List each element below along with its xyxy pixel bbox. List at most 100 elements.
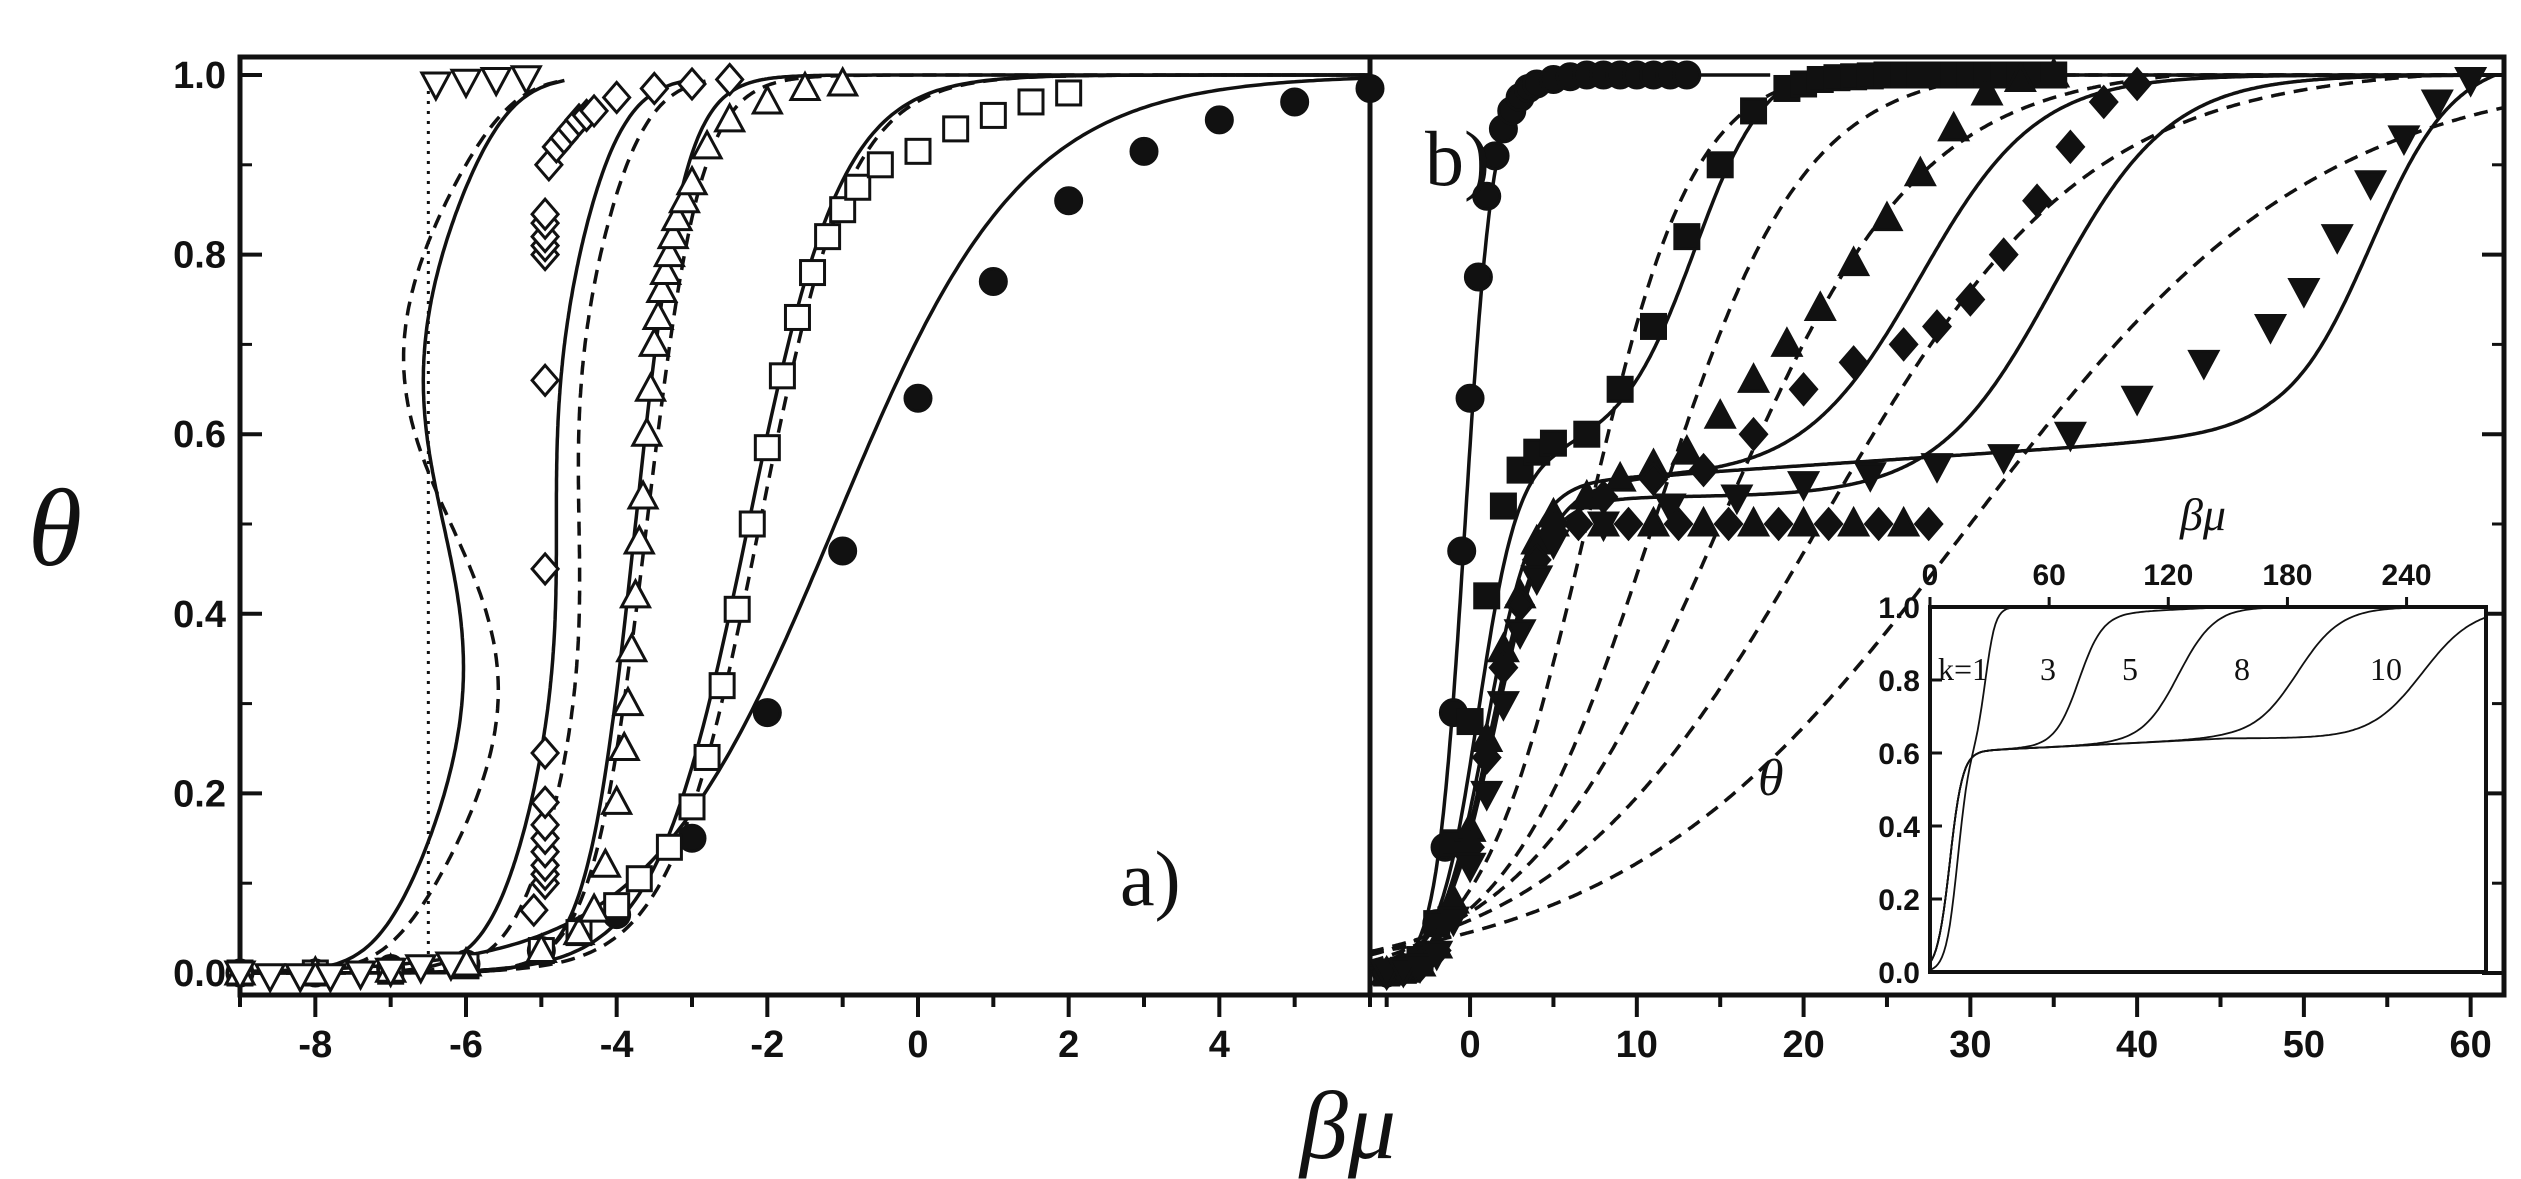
marker-half-coverage xyxy=(1813,506,1844,542)
marker-open-triangle-up xyxy=(622,523,656,555)
marker-open-triangle-down xyxy=(509,65,543,96)
marker-filled-diamond xyxy=(2088,84,2119,120)
y-tick-label: 0.0 xyxy=(173,953,226,995)
marker-filled-triangle-up xyxy=(1703,398,1737,429)
marker-open-triangle-up xyxy=(588,847,622,878)
marker-half-coverage xyxy=(1913,506,1944,542)
x-axis-title: βμ xyxy=(1298,1072,1396,1179)
marker-half-coverage xyxy=(1763,506,1794,542)
marker-open-triangle-up xyxy=(645,272,679,304)
x-tick-label: -6 xyxy=(449,1024,483,1066)
marker-open-triangle-up xyxy=(626,478,660,510)
marker-filled-triangle-down xyxy=(1436,906,1470,938)
marker-open-square xyxy=(738,510,766,538)
marker-filled-triangle-down xyxy=(2287,278,2321,309)
marker-open-square xyxy=(625,865,653,893)
marker-open-triangle-up xyxy=(524,932,558,964)
marker-half-coverage xyxy=(1787,505,1821,537)
inset-y-tick-label: 0.2 xyxy=(1878,884,1920,917)
marker-open-triangle-up xyxy=(577,891,611,923)
marker-open-triangle-up xyxy=(660,200,694,232)
marker-filled-triangle-down xyxy=(1720,484,1754,516)
fit-curve-triangles-dashed xyxy=(240,73,1370,975)
marker-open-square xyxy=(603,892,631,920)
marker-open-square xyxy=(655,833,683,861)
panel-b-frame xyxy=(1367,54,2507,998)
marker-open-triangle-up xyxy=(634,371,668,402)
panel-a-markers xyxy=(223,62,1385,994)
marker-open-triangle-down xyxy=(449,68,483,100)
marker-open-diamond xyxy=(530,363,561,398)
panel-b: 0 10 20 30 40 50 60 b) xyxy=(1367,54,2507,1066)
marker-filled-circle xyxy=(1463,262,1493,292)
marker-filled-circle xyxy=(1480,141,1510,171)
x-tick-label: -2 xyxy=(750,1024,784,1066)
inset-y-tick-label: 1.0 xyxy=(1878,592,1920,625)
marker-filled-diamond xyxy=(1471,740,1502,775)
marker-open-square xyxy=(753,434,781,462)
marker-open-triangle-down xyxy=(223,960,257,992)
y-tick-label: 0.6 xyxy=(173,414,226,456)
marker-filled-circle xyxy=(1455,383,1485,413)
marker-filled-triangle-up xyxy=(1837,245,1871,277)
marker-filled-diamond xyxy=(1688,452,1719,488)
inset-x-tick-label: 180 xyxy=(2262,559,2312,592)
marker-filled-diamond xyxy=(2055,129,2086,165)
marker-filled-square xyxy=(1456,708,1484,736)
marker-open-square xyxy=(942,115,970,143)
marker-filled-triangle-down xyxy=(1403,953,1437,984)
inset-y-tick-label: 0.8 xyxy=(1878,665,1920,698)
marker-open-triangle-up xyxy=(750,83,784,115)
fit-curve-squares xyxy=(240,73,1370,975)
y-tick-label: 0.2 xyxy=(173,773,226,815)
marker-filled-circle xyxy=(1204,105,1234,135)
marker-open-triangle-up xyxy=(675,164,709,196)
marker-open-diamond xyxy=(518,892,549,928)
marker-half-coverage xyxy=(1713,506,1744,542)
marker-filled-triangle-down xyxy=(1920,453,1954,484)
x-tick-label: 4 xyxy=(1209,1024,1230,1066)
inset-x-tick-label: 0 xyxy=(1922,559,1939,592)
x-tick-label: -4 xyxy=(600,1024,634,1066)
y-axis-title: θ xyxy=(28,467,82,589)
marker-open-triangle-up xyxy=(618,577,653,609)
marker-filled-circle xyxy=(1672,60,1702,90)
marker-filled-triangle-down xyxy=(2120,385,2154,417)
marker-open-square xyxy=(678,793,706,821)
marker-filled-square xyxy=(1539,429,1567,457)
inset-curve-label: 5 xyxy=(2122,651,2138,687)
marker-filled-triangle-down xyxy=(2320,224,2354,255)
marker-open-triangle-up xyxy=(611,685,645,717)
marker-filled-triangle-down xyxy=(2454,66,2488,98)
marker-open-triangle-up xyxy=(649,254,683,286)
panel-a: 0.0 0.2 0.4 0.6 0.8 1.0 -8 -6 -4 -2 0 2 4 a) xyxy=(173,54,1385,1066)
marker-filled-triangle-up xyxy=(2037,56,2071,88)
marker-filled-diamond xyxy=(1955,282,1986,317)
marker-open-triangle-down xyxy=(253,963,287,994)
marker-filled-triangle-up xyxy=(1603,460,1637,492)
marker-open-triangle-down xyxy=(419,71,453,103)
marker-open-square xyxy=(1055,79,1083,107)
marker-filled-triangle-down xyxy=(2187,349,2221,381)
marker-open-triangle-up xyxy=(713,101,747,133)
marker-open-square xyxy=(904,137,932,165)
marker-open-triangle-down xyxy=(434,951,468,983)
marker-half-coverage xyxy=(1536,505,1570,537)
marker-half-coverage xyxy=(1563,506,1594,542)
y-tick-label: 1.0 xyxy=(173,55,226,97)
panel-a-fit-curves xyxy=(239,73,1371,975)
marker-open-triangle-down xyxy=(374,957,408,989)
marker-filled-triangle-down xyxy=(2387,125,2421,157)
marker-filled-triangle-down xyxy=(1453,852,1487,884)
marker-open-square xyxy=(693,743,721,771)
marker-open-triangle-down xyxy=(313,963,347,994)
marker-open-triangle-up xyxy=(630,416,664,447)
marker-filled-square xyxy=(1606,375,1634,403)
inset-curve-label: k=1 xyxy=(1938,651,1988,687)
marker-filled-triangle-down xyxy=(1653,493,1687,525)
marker-open-square xyxy=(799,259,827,287)
marker-filled-square xyxy=(1573,420,1601,448)
panel-a-ticks: 0.0 0.2 0.4 0.6 0.8 1.0 -8 -6 -4 -2 0 2 4 xyxy=(173,55,1372,1066)
dashed-curve-4 xyxy=(1369,73,2504,954)
